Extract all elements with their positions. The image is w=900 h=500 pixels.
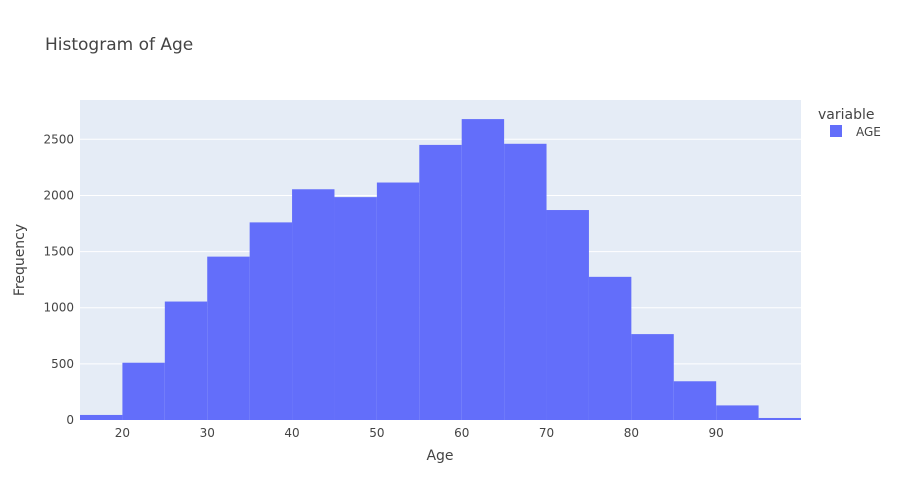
y-axis-title: Frequency xyxy=(12,224,28,296)
y-tick-label: 0 xyxy=(66,413,74,427)
y-tick-labels: 0 500 1000 1500 2000 2500 xyxy=(43,132,74,427)
histogram-bar[interactable] xyxy=(546,210,589,420)
chart-title: Histogram of Age xyxy=(45,35,193,55)
histogram-bar[interactable] xyxy=(292,189,335,420)
legend-item-age[interactable]: AGE xyxy=(856,125,881,139)
x-tick-label: 70 xyxy=(539,426,554,440)
y-tick-label: 2500 xyxy=(43,132,74,146)
legend-swatch-age[interactable] xyxy=(830,125,842,137)
histogram-bar[interactable] xyxy=(504,143,547,420)
legend-title: variable xyxy=(818,107,874,123)
y-tick-label: 2000 xyxy=(43,188,74,202)
x-tick-label: 60 xyxy=(454,426,469,440)
legend: variable AGE xyxy=(818,107,881,139)
histogram-bar[interactable] xyxy=(461,119,505,421)
x-tick-label: 30 xyxy=(200,426,215,440)
histogram-bar[interactable] xyxy=(334,197,377,420)
x-tick-label: 90 xyxy=(709,426,724,440)
histogram-bar[interactable] xyxy=(376,182,420,420)
histogram-bar[interactable] xyxy=(758,417,801,420)
histogram-bar[interactable] xyxy=(249,222,293,420)
x-tick-labels: 20 30 40 50 60 70 80 90 xyxy=(115,426,724,440)
histogram-bar[interactable] xyxy=(122,362,165,420)
y-tick-label: 1000 xyxy=(43,301,74,315)
histogram-bar[interactable] xyxy=(419,144,462,420)
x-tick-label: 80 xyxy=(624,426,639,440)
histogram-bar[interactable] xyxy=(164,301,208,420)
histogram-bar[interactable] xyxy=(207,256,250,420)
y-tick-label: 500 xyxy=(51,357,74,371)
histogram-bar[interactable] xyxy=(588,276,632,420)
histogram-bar[interactable] xyxy=(631,334,674,420)
x-tick-label: 20 xyxy=(115,426,130,440)
x-axis-title: Age xyxy=(426,448,453,464)
histogram-bar[interactable] xyxy=(716,405,759,420)
bars xyxy=(80,119,801,421)
x-tick-label: 40 xyxy=(284,426,299,440)
y-tick-label: 1500 xyxy=(43,245,74,259)
histogram-bar[interactable] xyxy=(80,414,123,420)
histogram-bar[interactable] xyxy=(673,381,717,420)
x-tick-label: 50 xyxy=(369,426,384,440)
